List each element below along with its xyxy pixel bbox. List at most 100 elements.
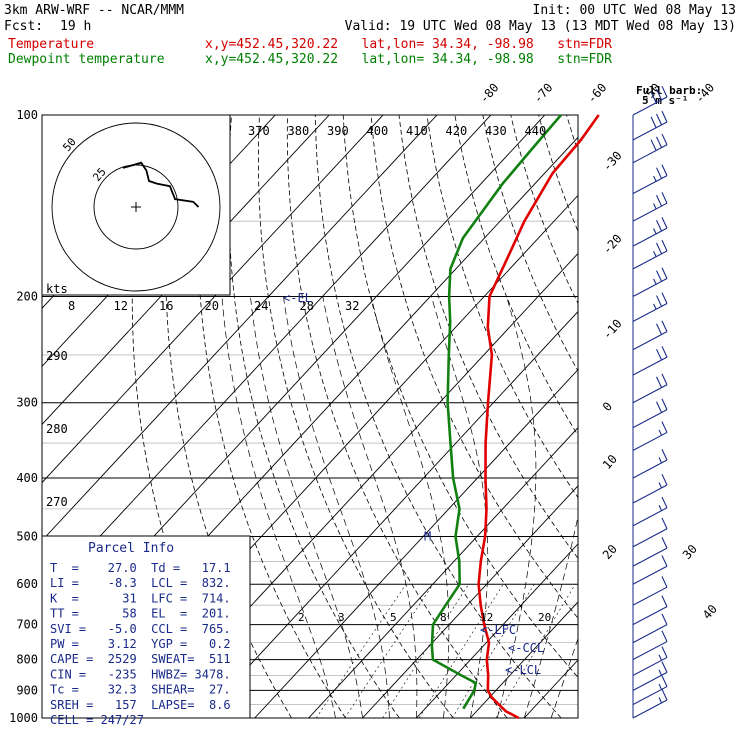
isotherm: [632, 115, 740, 718]
level-annotation: <-EL: [283, 291, 312, 305]
barb-shaft: [632, 547, 668, 567]
theta-label: 280: [46, 422, 68, 436]
barb-shaft: [632, 250, 668, 270]
barb-shaft: [632, 409, 668, 429]
barb-flag: [653, 203, 657, 210]
mixing-ratio-label-low: 8: [440, 611, 447, 624]
wind-barb: [632, 164, 668, 195]
barb-flag: [661, 555, 668, 567]
wind-barb: [632, 496, 668, 527]
barb-flag: [661, 85, 668, 98]
barb-flag: [650, 91, 657, 103]
wind-barb: [632, 267, 668, 298]
wind-barb: [632, 537, 668, 567]
barb-shaft: [632, 431, 668, 451]
pressure-label: 600: [16, 577, 38, 591]
mixing-ratio-label: 32: [345, 299, 359, 313]
pressure-label: 300: [16, 396, 38, 410]
isotherm: [577, 717, 578, 718]
barb-shaft: [632, 624, 668, 644]
pressure-label: 1000: [9, 711, 38, 725]
moist-adiabat: [431, 296, 489, 718]
pressure-label: 800: [16, 653, 38, 667]
barb-flag: [661, 292, 668, 304]
wind-barb: [632, 517, 668, 548]
wind-barb: [632, 473, 668, 504]
pressure-label: 900: [16, 683, 38, 697]
dry-adiabat: [342, 115, 578, 679]
wind-barb: [632, 398, 668, 429]
barb-flag: [661, 675, 668, 687]
barb-flag: [661, 239, 668, 252]
dry-adiabat: [228, 115, 400, 718]
dry-adiabat: [734, 115, 740, 718]
barb-legend-title: Full barb:: [636, 84, 702, 97]
barb-shaft: [632, 96, 668, 116]
barb-flag: [661, 192, 668, 204]
moist-adiabat: [221, 296, 336, 718]
parcel-info-row: SREH = 157 LAPSE= 8.6: [50, 698, 231, 712]
barb-flag: [656, 167, 663, 179]
barb-flag: [661, 661, 668, 673]
dewpoint-location: x,y=452.45,320.22 lat,lon= 34.34, -98.98…: [205, 52, 612, 67]
temperature-trace: [477, 114, 600, 720]
isotherm: [42, 115, 438, 542]
barb-flag: [661, 449, 668, 461]
dewpoint-legend: Dewpoint temperature: [8, 52, 165, 67]
series-layer: [430, 114, 600, 720]
barb-shaft: [632, 384, 668, 404]
wind-barb: [632, 133, 668, 164]
parcel-info-row: T = 27.0 Td = 17.1: [50, 561, 231, 575]
barb-flag: [658, 654, 663, 661]
wind-barb: [632, 110, 668, 141]
parcel-info-row: K = 31 LFC = 714.: [50, 591, 231, 605]
isotherm: [200, 310, 578, 718]
mixing-ratio-label: 24: [254, 299, 268, 313]
barb-flag: [661, 110, 668, 123]
parcel-info-row: SVI = -5.0 CCL = 765.: [50, 622, 231, 636]
barb-shaft: [632, 686, 668, 706]
moist-adiabat: [496, 296, 537, 718]
mixing-ratio-line: [344, 584, 434, 718]
plot-frame: [41, 114, 579, 719]
barb-flag: [661, 217, 668, 229]
barb-flag: [653, 175, 657, 182]
barb-flag: [661, 595, 668, 607]
dry-adiabat: [454, 115, 578, 437]
barb-flag: [653, 251, 657, 257]
barb-flag: [658, 669, 663, 676]
init-time: Init: 00 UTC Wed 08 May 13: [533, 3, 737, 18]
barb-flag: [661, 517, 668, 529]
barb-flag: [650, 116, 657, 128]
barb-shaft: [632, 356, 668, 376]
isotherm-label: -10: [600, 317, 625, 342]
temperature-location: x,y=452.45,320.22 lat,lon= 34.34, -98.98…: [205, 37, 612, 52]
barb-flag: [656, 195, 663, 207]
isotherm: [362, 485, 578, 718]
dry-adiabat-label: 440: [525, 124, 547, 138]
wind-barb: [632, 613, 668, 644]
barb-flag: [656, 323, 663, 335]
isotherm: [469, 601, 578, 718]
wind-barb: [632, 595, 668, 626]
wind-barb: [632, 630, 668, 661]
barb-flag: [656, 295, 663, 307]
isotherm-label: -80: [477, 81, 502, 106]
mixing-ratio-line: [418, 584, 504, 718]
mixing-ratio-label-low: 3: [338, 611, 345, 624]
moist-adiabat: [250, 296, 363, 718]
wind-barb: [632, 192, 668, 222]
dry-adiabat: [286, 115, 508, 718]
level-annotation: <-LFC: [480, 623, 516, 637]
barb-flag: [656, 376, 663, 388]
barb-shaft: [632, 671, 668, 691]
parcel-info-box: [41, 535, 251, 719]
wind-barb: [632, 675, 668, 706]
level-annotation: <-LCL: [505, 663, 541, 677]
barb-flag: [661, 496, 668, 509]
barb-shaft: [632, 641, 668, 661]
barb-shaft: [632, 565, 668, 585]
dry-adiabat-label: 430: [485, 124, 507, 138]
